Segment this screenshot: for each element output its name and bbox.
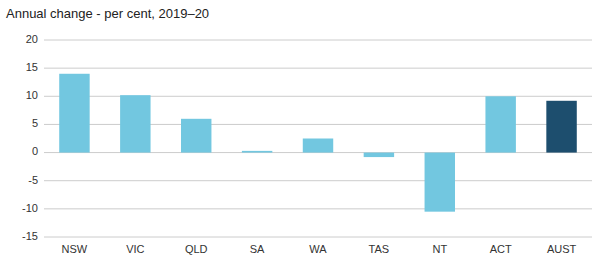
x-tick-label: QLD [185,243,208,255]
x-tick-label: WA [309,243,327,255]
y-tick-label: -10 [22,202,38,214]
bar [242,151,272,153]
x-tick-label: ACT [490,243,512,255]
y-tick-label: 0 [32,145,38,157]
bar [485,96,515,152]
x-tick-label: NSW [62,243,88,255]
x-tick-label: SA [250,243,265,255]
y-tick-label: 5 [32,117,38,129]
grid-line [44,68,592,69]
y-tick-label: 20 [26,33,38,45]
x-axis: NSW VIC QLD SA WA TAS NT ACT AUST [62,243,577,255]
bar [425,153,455,212]
bars [59,74,577,212]
bar [120,95,150,152]
x-tick-label: NT [432,243,447,255]
y-tick-label: 15 [26,61,38,73]
bar [181,119,211,153]
x-tick-label: TAS [369,243,390,255]
grid-line [44,40,592,41]
grid-line [44,237,592,238]
y-axis: -15 -10 -5 0 5 10 15 20 [22,33,38,242]
grid-line [44,208,592,209]
bar [546,101,576,153]
grid [44,40,592,237]
x-tick-label: AUST [547,243,577,255]
grid-line [44,180,592,181]
bar [59,74,89,153]
y-tick-label: 10 [26,89,38,101]
y-tick-label: -5 [28,174,38,186]
chart: Annual change - per cent, 2019–20-15-10-… [0,0,604,265]
bar [303,139,333,153]
title: Annual change - per cent, 2019–20 [6,6,209,21]
x-tick-label: VIC [126,243,144,255]
y-tick-label: -15 [22,230,38,242]
bar [364,153,394,158]
